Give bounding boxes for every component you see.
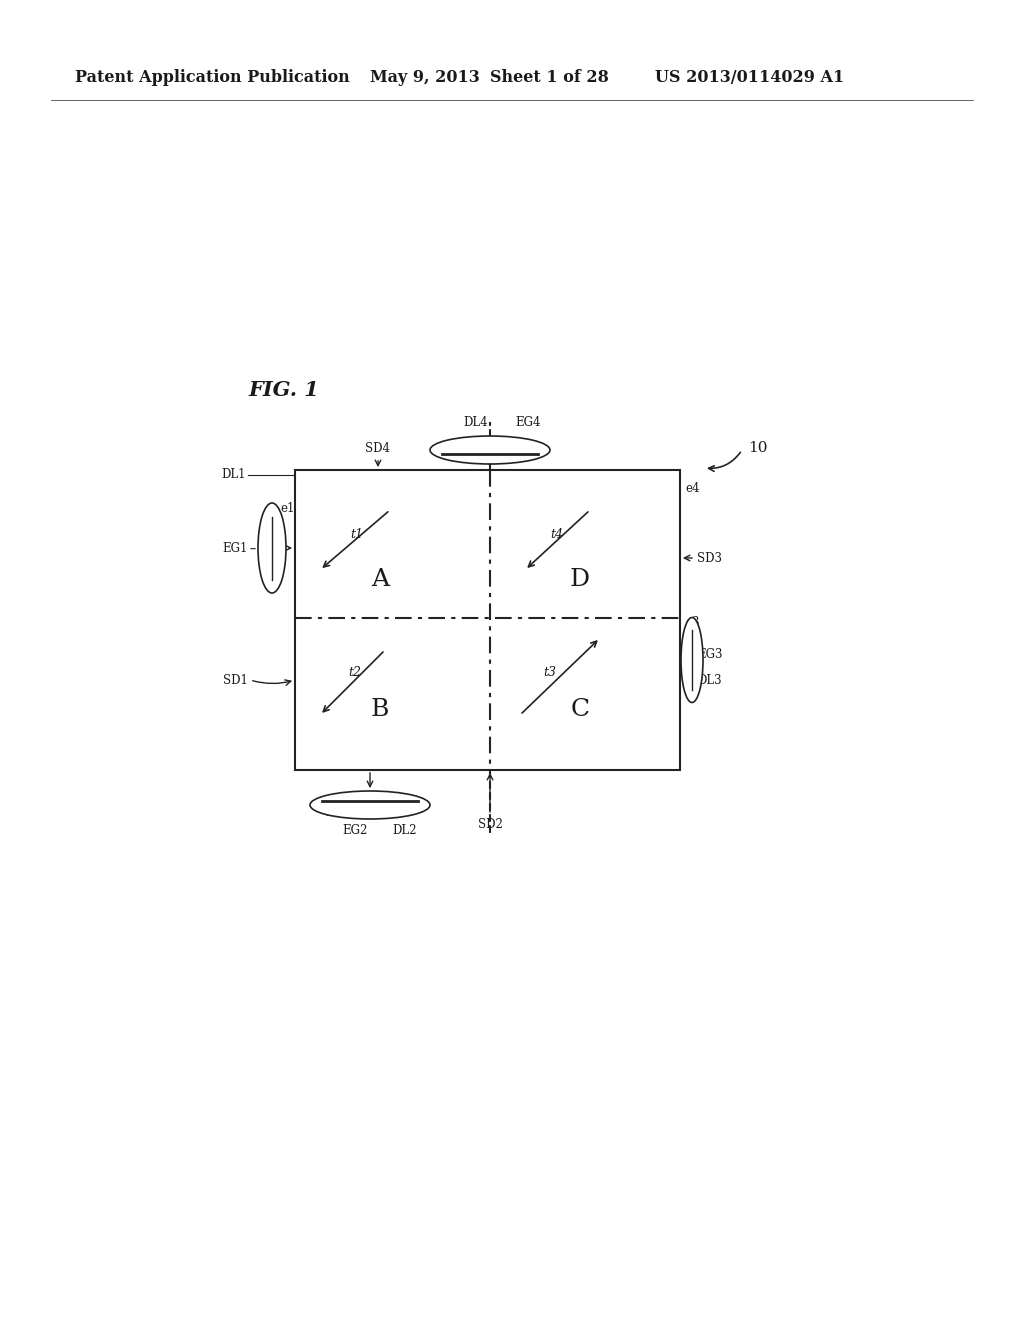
Text: EG4: EG4: [515, 416, 541, 429]
Text: D: D: [570, 569, 590, 591]
Text: US 2013/0114029 A1: US 2013/0114029 A1: [655, 70, 844, 87]
Text: SD2: SD2: [477, 818, 503, 832]
Ellipse shape: [430, 436, 550, 465]
Text: e3: e3: [685, 615, 699, 628]
Text: t3: t3: [544, 665, 556, 678]
Text: e1: e1: [280, 502, 294, 515]
Text: Patent Application Publication: Patent Application Publication: [75, 70, 350, 87]
Text: SD1: SD1: [223, 673, 248, 686]
Text: DL2: DL2: [393, 824, 417, 837]
Text: May 9, 2013: May 9, 2013: [370, 70, 480, 87]
Text: t4: t4: [551, 528, 563, 540]
Text: Sheet 1 of 28: Sheet 1 of 28: [490, 70, 609, 87]
Text: t2: t2: [348, 665, 361, 678]
Text: DL3: DL3: [697, 673, 722, 686]
Text: FIG. 1: FIG. 1: [248, 380, 318, 400]
Text: e2: e2: [325, 805, 339, 818]
Text: EG3: EG3: [697, 648, 723, 661]
Text: EG2: EG2: [342, 824, 368, 837]
Ellipse shape: [258, 503, 286, 593]
Bar: [295, 470, 680, 770]
Text: t1: t1: [350, 528, 364, 540]
Text: B: B: [371, 698, 389, 722]
Ellipse shape: [681, 618, 703, 702]
Text: EG1: EG1: [222, 541, 248, 554]
Text: DL1: DL1: [221, 469, 246, 482]
Text: A: A: [371, 569, 389, 591]
Ellipse shape: [310, 791, 430, 818]
Text: SD3: SD3: [697, 552, 722, 565]
Text: C: C: [570, 698, 590, 722]
Text: DL4: DL4: [464, 416, 488, 429]
Text: 10: 10: [748, 441, 768, 455]
Text: SD4: SD4: [366, 441, 390, 454]
Text: e4: e4: [685, 482, 699, 495]
